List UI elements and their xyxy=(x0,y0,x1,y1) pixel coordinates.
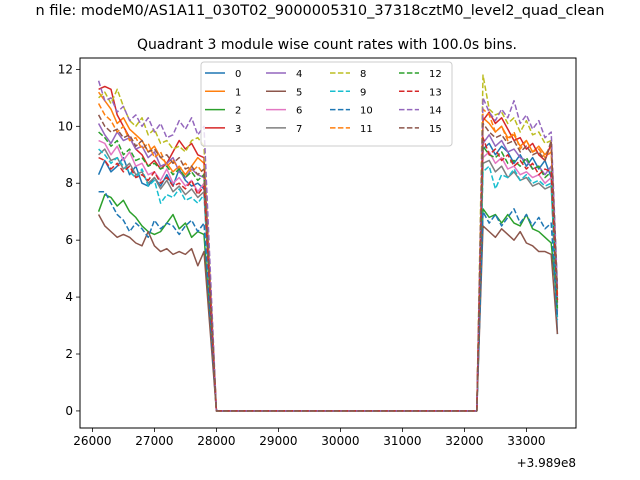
series-line-6 xyxy=(98,139,559,412)
y-tick-label: 4 xyxy=(65,290,73,304)
series-line-0 xyxy=(97,142,559,412)
series-line-2 xyxy=(97,193,559,412)
y-axis: 0 2 4 6 8 10 12 xyxy=(58,62,80,418)
legend-label-9: 9 xyxy=(360,87,366,98)
legend-label-8: 8 xyxy=(360,69,366,80)
series-line-11 xyxy=(97,103,559,412)
legend-label-3: 3 xyxy=(235,124,241,135)
legend-label-7: 7 xyxy=(296,124,302,135)
legend-label-2: 2 xyxy=(235,106,241,117)
series-layer xyxy=(97,74,559,412)
legend-label-0: 0 xyxy=(235,69,241,80)
legend-label-5: 5 xyxy=(296,87,302,98)
y-tick-label: 0 xyxy=(65,404,73,418)
legend-label-13: 13 xyxy=(429,87,442,98)
legend-label-14: 14 xyxy=(429,106,442,117)
x-tick-label: 33000 xyxy=(507,434,545,448)
x-offset-label: +3.989e8 xyxy=(517,456,576,470)
x-tick-label: 27000 xyxy=(135,434,173,448)
figure-suptitle: n file: modeM0/AS1A11_030T02_9000005310_… xyxy=(35,3,605,19)
series-line-12 xyxy=(98,131,559,412)
x-tick-label: 32000 xyxy=(445,434,483,448)
legend-box xyxy=(200,61,453,147)
x-tick-label: 31000 xyxy=(383,434,421,448)
plot-frame xyxy=(79,57,577,429)
x-axis: 26000 27000 28000 29000 30000 31000 32000 33000 xyxy=(73,428,545,448)
y-tick-label: 12 xyxy=(58,62,73,76)
legend-label-12: 12 xyxy=(429,69,442,80)
legend-label-10: 10 xyxy=(360,106,373,117)
series-line-10 xyxy=(98,191,559,412)
series-line-8 xyxy=(98,74,559,412)
legend-label-4: 4 xyxy=(296,69,302,80)
series-line-7 xyxy=(98,148,559,412)
series-line-9 xyxy=(98,148,559,412)
y-tick-label: 8 xyxy=(65,176,73,190)
series-line-13 xyxy=(98,136,559,412)
y-tick-label: 6 xyxy=(65,233,73,247)
legend-label-1: 1 xyxy=(235,87,241,98)
y-tick-label: 2 xyxy=(65,347,73,361)
legend-label-15: 15 xyxy=(429,124,442,135)
legend-label-6: 6 xyxy=(296,106,302,117)
series-line-15 xyxy=(97,114,559,412)
chart-title: Quadrant 3 module wise count rates with … xyxy=(137,37,517,53)
x-tick-label: 26000 xyxy=(73,434,111,448)
series-line-5 xyxy=(97,214,559,412)
series-line-4 xyxy=(97,123,559,412)
x-tick-label: 29000 xyxy=(259,434,297,448)
legend-label-11: 11 xyxy=(360,124,373,135)
x-tick-label: 30000 xyxy=(321,434,359,448)
x-tick-label: 28000 xyxy=(197,434,235,448)
y-tick-label: 10 xyxy=(58,119,73,133)
